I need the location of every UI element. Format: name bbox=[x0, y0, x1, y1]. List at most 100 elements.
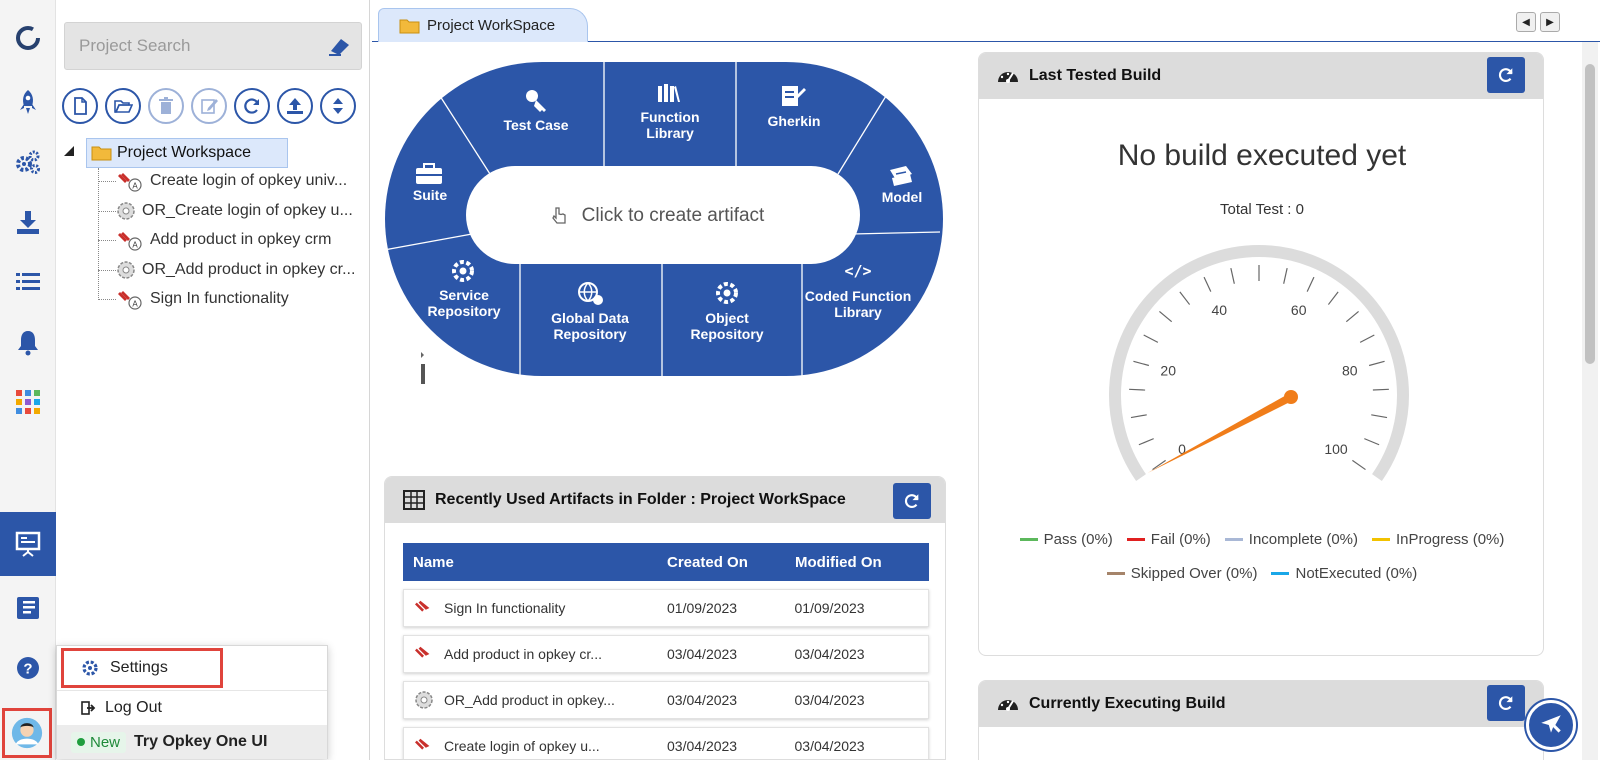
gauge-tick bbox=[1371, 414, 1388, 419]
legend-inprogress[interactable]: InProgress (0%) bbox=[1372, 531, 1504, 548]
gauge-tick bbox=[1203, 276, 1212, 292]
tree-root-project-workspace[interactable]: Project Workspace bbox=[86, 138, 288, 168]
wheel-dividers bbox=[383, 62, 941, 376]
open-folder-icon bbox=[114, 100, 133, 113]
testcase-icon: A bbox=[116, 287, 144, 311]
testcase-icon bbox=[414, 598, 434, 618]
rocket-icon[interactable] bbox=[8, 82, 48, 122]
last-tested-build-title: Last Tested Build bbox=[1029, 67, 1162, 84]
tab-project-workspace[interactable]: Project WorkSpace bbox=[378, 8, 588, 42]
refresh-build-button[interactable] bbox=[1487, 57, 1525, 93]
folder-icon bbox=[399, 19, 420, 33]
segment-label: Global Data bbox=[551, 310, 629, 326]
gauge-tick bbox=[1364, 438, 1380, 446]
table-icon bbox=[403, 490, 425, 510]
menu-item-try-opkey-one[interactable]: New Try Opkey One UI bbox=[57, 725, 327, 759]
project-search-input[interactable] bbox=[79, 23, 309, 69]
clear-search-icon[interactable] bbox=[327, 35, 351, 57]
tree-item[interactable]: OR_Add product in opkey cr... bbox=[116, 256, 355, 284]
column-header-created[interactable]: Created On bbox=[667, 553, 748, 571]
object-repository-icon bbox=[414, 690, 434, 710]
logout-icon bbox=[81, 700, 96, 715]
tree-root-label: Project Workspace bbox=[117, 144, 251, 161]
gauge-labels: 0 20 40 60 80 100 bbox=[1160, 302, 1357, 457]
key-icon bbox=[526, 90, 546, 112]
download-icon[interactable] bbox=[8, 202, 48, 242]
table-row[interactable]: Sign In functionality 01/09/2023 01/09/2… bbox=[403, 589, 929, 627]
segment-suite[interactable]: Suite bbox=[413, 163, 447, 203]
panel-splitter-handle[interactable] bbox=[420, 350, 426, 386]
legend-pass[interactable]: Pass (0%) bbox=[1019, 531, 1113, 548]
delete-button[interactable] bbox=[148, 88, 184, 124]
legend-fail[interactable]: Fail (0%) bbox=[1126, 531, 1211, 548]
tab-scroll-right-button[interactable]: ▶ bbox=[1540, 12, 1560, 32]
segment-gherkin[interactable]: Gherkin bbox=[768, 86, 821, 129]
user-avatar-button[interactable] bbox=[2, 708, 52, 758]
tree-connector bbox=[98, 270, 116, 271]
expand-collapse-button[interactable] bbox=[320, 88, 356, 124]
presentation-icon bbox=[8, 524, 48, 564]
upload-button[interactable] bbox=[277, 88, 313, 124]
table-row[interactable]: Add product in opkey cr... 03/04/2023 03… bbox=[403, 635, 929, 673]
legend-swatch bbox=[1126, 538, 1145, 541]
column-header-name[interactable]: Name bbox=[413, 553, 454, 571]
collapse-tree-icon[interactable] bbox=[62, 144, 80, 158]
segment-model[interactable]: Model bbox=[882, 166, 922, 205]
row-created: 03/04/2023 bbox=[667, 692, 738, 708]
open-folder-button[interactable] bbox=[105, 88, 141, 124]
tab-label: Project WorkSpace bbox=[427, 17, 556, 34]
gauge-tick bbox=[1306, 276, 1315, 292]
testcase-icon: A bbox=[116, 228, 144, 252]
user-popup-menu: Settings Log Out New Try Opkey One UI bbox=[56, 645, 328, 759]
main-workspace: Project WorkSpace ◀ ▶ Test Case bbox=[372, 0, 1600, 760]
legend-skipped[interactable]: Skipped Over (0%) bbox=[1106, 565, 1257, 582]
vertical-scrollbar[interactable] bbox=[1582, 42, 1598, 760]
create-artifact-center[interactable] bbox=[466, 166, 860, 264]
segment-label: Model bbox=[882, 189, 922, 205]
refresh-tree-button[interactable] bbox=[234, 88, 270, 124]
testcase-icon: A bbox=[116, 169, 144, 193]
refresh-executing-button[interactable] bbox=[1487, 685, 1525, 721]
tab-scroll-left-button[interactable]: ◀ bbox=[1516, 12, 1536, 32]
column-header-modified[interactable]: Modified On bbox=[795, 553, 882, 571]
svg-text:?: ? bbox=[23, 661, 32, 678]
table-row[interactable]: Create login of opkey u... 03/04/2023 03… bbox=[403, 727, 929, 759]
segment-test-case[interactable]: Test Case bbox=[503, 90, 569, 133]
segment-coded-function-library[interactable]: </> Coded Function Library bbox=[805, 262, 912, 320]
list-icon[interactable] bbox=[8, 262, 48, 302]
recent-artifacts-header: Recently Used Artifacts in Folder : Proj… bbox=[385, 477, 945, 523]
create-artifact-label: Click to create artifact bbox=[582, 205, 765, 226]
menu-item-logout[interactable]: Log Out bbox=[57, 690, 327, 724]
tree-item[interactable]: OR_Create login of opkey u... bbox=[116, 197, 353, 225]
gears-icon[interactable] bbox=[8, 142, 48, 182]
tree-connector bbox=[98, 240, 116, 241]
quick-launch-button[interactable] bbox=[1526, 700, 1576, 750]
table-row[interactable]: OR_Add product in opkey... 03/04/2023 03… bbox=[403, 681, 929, 719]
scrollbar-thumb[interactable] bbox=[1585, 64, 1595, 364]
segment-service-repository[interactable]: Service Repository bbox=[427, 260, 501, 319]
logo-icon[interactable] bbox=[8, 18, 48, 58]
active-rail-item[interactable] bbox=[0, 512, 66, 576]
legend-notexecuted[interactable]: NotExecuted (0%) bbox=[1271, 565, 1417, 582]
book-icon[interactable] bbox=[8, 588, 48, 628]
bell-icon[interactable] bbox=[8, 322, 48, 362]
segment-function-library[interactable]: Function Library bbox=[640, 84, 700, 141]
help-icon[interactable]: ? bbox=[8, 648, 48, 688]
project-search-box bbox=[64, 22, 362, 70]
new-file-button[interactable] bbox=[62, 88, 98, 124]
refresh-recent-button[interactable] bbox=[893, 483, 931, 519]
tree-item[interactable]: A Add product in opkey crm bbox=[116, 226, 331, 254]
gauge-ticks bbox=[1109, 245, 1409, 482]
tree-item-label: OR_Add product in opkey cr... bbox=[142, 261, 356, 278]
edit-button[interactable] bbox=[191, 88, 227, 124]
menu-item-settings[interactable]: Settings bbox=[61, 648, 223, 688]
tree-item[interactable]: A Create login of opkey univ... bbox=[116, 167, 347, 195]
segment-object-repository[interactable]: Object Repository bbox=[690, 282, 764, 342]
segment-global-data-repository[interactable]: Global Data Repository bbox=[551, 282, 629, 342]
apps-grid-icon[interactable] bbox=[8, 382, 48, 422]
tree-item[interactable]: A Sign In functionality bbox=[116, 285, 289, 313]
legend-incomplete[interactable]: Incomplete (0%) bbox=[1224, 531, 1358, 548]
row-created: 03/04/2023 bbox=[667, 646, 738, 662]
legend-label: Pass (0%) bbox=[1043, 531, 1113, 548]
